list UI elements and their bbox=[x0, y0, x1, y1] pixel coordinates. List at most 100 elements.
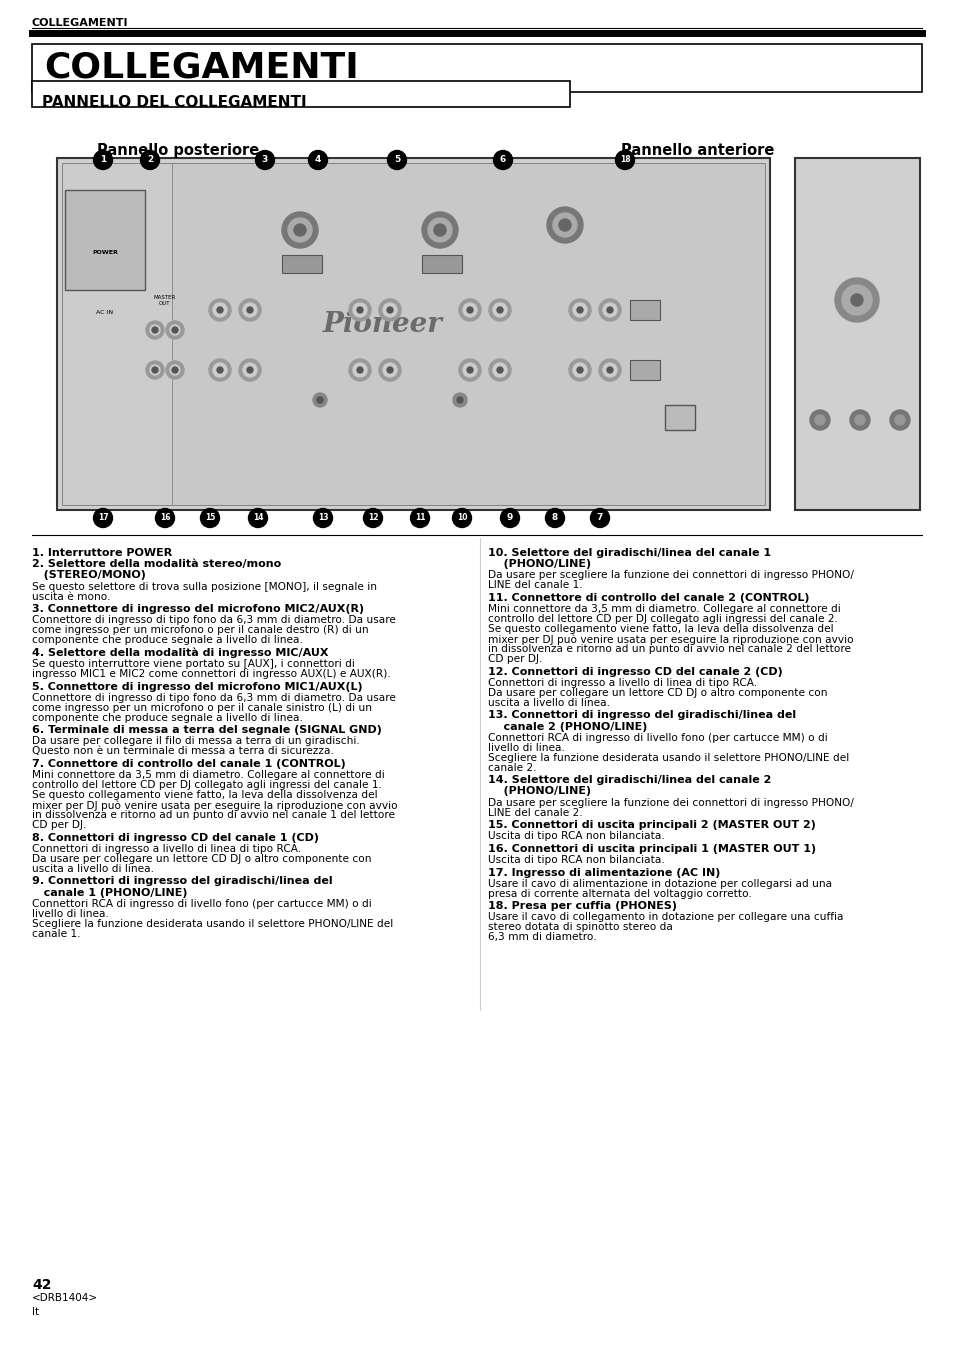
Text: 5. Connettore di ingresso del microfono MIC1/AUX(L): 5. Connettore di ingresso del microfono … bbox=[32, 681, 362, 692]
Text: mixer per DJ può venire usata per eseguire la riproduzione con avvio: mixer per DJ può venire usata per esegui… bbox=[32, 800, 397, 811]
Circle shape bbox=[209, 359, 231, 381]
Circle shape bbox=[453, 393, 467, 407]
Circle shape bbox=[170, 326, 180, 335]
Circle shape bbox=[294, 224, 306, 236]
Circle shape bbox=[452, 508, 471, 527]
Circle shape bbox=[378, 359, 400, 381]
Circle shape bbox=[849, 409, 869, 430]
Bar bbox=[62, 163, 172, 505]
Circle shape bbox=[553, 213, 577, 236]
Text: canale 1 (PHONO/LINE): canale 1 (PHONO/LINE) bbox=[32, 888, 188, 897]
Circle shape bbox=[814, 415, 824, 426]
Circle shape bbox=[152, 327, 158, 332]
Circle shape bbox=[239, 299, 261, 322]
Circle shape bbox=[489, 359, 511, 381]
Text: Pioneer: Pioneer bbox=[323, 311, 442, 338]
Circle shape bbox=[458, 299, 480, 322]
Text: <DRB1404>: <DRB1404> bbox=[32, 1293, 98, 1302]
Text: presa di corrente alternata del voltaggio corretto.: presa di corrente alternata del voltaggi… bbox=[488, 889, 751, 898]
Text: LINE del canale 2.: LINE del canale 2. bbox=[488, 808, 582, 817]
Text: 15. Connettori di uscita principali 2 (MASTER OUT 2): 15. Connettori di uscita principali 2 (M… bbox=[488, 820, 815, 830]
Circle shape bbox=[573, 303, 586, 317]
Circle shape bbox=[140, 150, 159, 169]
Text: LINE del canale 1.: LINE del canale 1. bbox=[488, 581, 582, 590]
Text: 8: 8 bbox=[551, 513, 558, 523]
Circle shape bbox=[598, 359, 620, 381]
Text: stereo dotata di spinotto stereo da: stereo dotata di spinotto stereo da bbox=[488, 923, 672, 932]
Text: 17: 17 bbox=[97, 513, 109, 523]
Bar bbox=[57, 158, 769, 509]
Bar bbox=[282, 255, 322, 273]
Text: 13. Connettori di ingresso del giradischi/linea del: 13. Connettori di ingresso del giradisch… bbox=[488, 711, 796, 720]
Circle shape bbox=[854, 415, 864, 426]
Circle shape bbox=[216, 307, 223, 313]
Text: COLLEGAMENTI: COLLEGAMENTI bbox=[32, 18, 129, 28]
Circle shape bbox=[172, 367, 178, 373]
Bar bbox=[65, 190, 145, 290]
Text: Connettori RCA di ingresso di livello fono (per cartucce MM) o di: Connettori RCA di ingresso di livello fo… bbox=[488, 732, 827, 743]
Text: Da usare per scegliere la funzione dei connettori di ingresso PHONO/: Da usare per scegliere la funzione dei c… bbox=[488, 570, 853, 581]
Text: COLLEGAMENTI: COLLEGAMENTI bbox=[44, 51, 358, 85]
Circle shape bbox=[500, 508, 519, 527]
Text: Usare il cavo di alimentazione in dotazione per collegarsi ad una: Usare il cavo di alimentazione in dotazi… bbox=[488, 878, 831, 889]
Text: Connettori RCA di ingresso di livello fono (per cartucce MM) o di: Connettori RCA di ingresso di livello fo… bbox=[32, 898, 372, 909]
Text: Pannello posteriore: Pannello posteriore bbox=[97, 143, 259, 158]
Text: (STEREO/MONO): (STEREO/MONO) bbox=[32, 570, 146, 581]
Circle shape bbox=[356, 367, 363, 373]
Circle shape bbox=[382, 363, 396, 377]
Bar bbox=[421, 255, 461, 273]
Circle shape bbox=[308, 150, 327, 169]
Text: 18. Presa per cuffia (PHONES): 18. Presa per cuffia (PHONES) bbox=[488, 901, 677, 911]
Text: controllo del lettore CD per DJ collegato agli ingressi del canale 2.: controllo del lettore CD per DJ collegat… bbox=[488, 615, 837, 624]
Circle shape bbox=[850, 295, 862, 305]
Text: 18: 18 bbox=[619, 155, 630, 165]
Text: 3: 3 bbox=[262, 155, 268, 165]
Text: 3. Connettore di ingresso del microfono MIC2/AUX(R): 3. Connettore di ingresso del microfono … bbox=[32, 604, 364, 615]
Text: in dissolvenza e ritorno ad un punto di avvio nel canale 1 del lettore: in dissolvenza e ritorno ad un punto di … bbox=[32, 811, 395, 820]
Circle shape bbox=[493, 363, 506, 377]
Text: 14: 14 bbox=[253, 513, 263, 523]
Circle shape bbox=[356, 307, 363, 313]
Circle shape bbox=[349, 359, 371, 381]
Circle shape bbox=[243, 303, 256, 317]
Circle shape bbox=[467, 307, 473, 313]
Circle shape bbox=[313, 393, 327, 407]
Circle shape bbox=[606, 367, 613, 373]
Text: livello di linea.: livello di linea. bbox=[32, 909, 109, 919]
Circle shape bbox=[590, 508, 609, 527]
Text: 10: 10 bbox=[456, 513, 467, 523]
Circle shape bbox=[170, 365, 180, 376]
Bar bbox=[664, 405, 695, 430]
Text: 2: 2 bbox=[147, 155, 153, 165]
Text: 1: 1 bbox=[100, 155, 106, 165]
Text: (PHONO/LINE): (PHONO/LINE) bbox=[488, 559, 591, 569]
Text: CD per DJ.: CD per DJ. bbox=[32, 820, 87, 830]
Text: Uscita di tipo RCA non bilanciata.: Uscita di tipo RCA non bilanciata. bbox=[488, 855, 664, 865]
Text: 8. Connettori di ingresso CD del canale 1 (CD): 8. Connettori di ingresso CD del canale … bbox=[32, 832, 318, 843]
Text: 16: 16 bbox=[159, 513, 170, 523]
Text: in dissolvenza e ritorno ad un punto di avvio nel canale 2 del lettore: in dissolvenza e ritorno ad un punto di … bbox=[488, 644, 850, 654]
Circle shape bbox=[239, 359, 261, 381]
Circle shape bbox=[428, 218, 452, 242]
Text: 12. Connettori di ingresso CD del canale 2 (CD): 12. Connettori di ingresso CD del canale… bbox=[488, 666, 781, 677]
Text: Mini connettore da 3,5 mm di diametro. Collegare al connettore di: Mini connettore da 3,5 mm di diametro. C… bbox=[488, 604, 840, 615]
Circle shape bbox=[166, 361, 184, 380]
Text: canale 1.: canale 1. bbox=[32, 928, 80, 939]
Circle shape bbox=[489, 299, 511, 322]
Text: come ingresso per un microfono o per il canale destro (R) di un: come ingresso per un microfono o per il … bbox=[32, 626, 368, 635]
Text: Connettore di ingresso di tipo fono da 6,3 mm di diametro. Da usare: Connettore di ingresso di tipo fono da 6… bbox=[32, 693, 395, 703]
Text: Usare il cavo di collegamento in dotazione per collegare una cuffia: Usare il cavo di collegamento in dotazio… bbox=[488, 912, 842, 923]
Text: 16. Connettori di uscita principali 1 (MASTER OUT 1): 16. Connettori di uscita principali 1 (M… bbox=[488, 844, 815, 854]
Text: 17. Ingresso di alimentazione (AC IN): 17. Ingresso di alimentazione (AC IN) bbox=[488, 867, 720, 878]
Circle shape bbox=[172, 327, 178, 332]
Text: canale 2.: canale 2. bbox=[488, 763, 536, 773]
Circle shape bbox=[150, 365, 160, 376]
Circle shape bbox=[434, 224, 446, 236]
Circle shape bbox=[493, 303, 506, 317]
Text: It: It bbox=[32, 1306, 39, 1317]
Text: componente che produce segnale a livello di linea.: componente che produce segnale a livello… bbox=[32, 713, 302, 723]
Circle shape bbox=[387, 367, 393, 373]
Circle shape bbox=[247, 307, 253, 313]
Text: (PHONO/LINE): (PHONO/LINE) bbox=[488, 786, 591, 796]
Bar bbox=[32, 45, 921, 92]
